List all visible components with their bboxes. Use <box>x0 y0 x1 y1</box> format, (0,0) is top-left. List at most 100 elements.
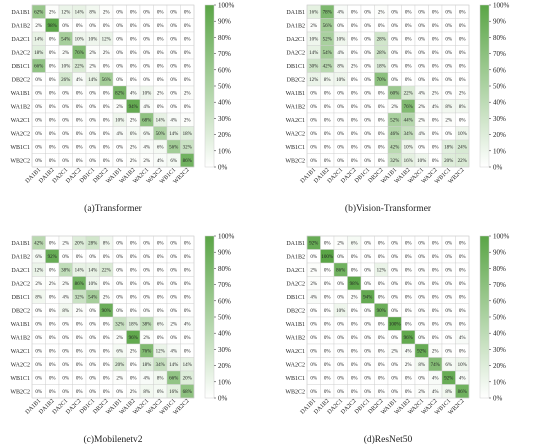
cell-value-label: 0% <box>62 91 69 96</box>
cell-value-label: 74% <box>431 363 440 368</box>
cell-value-label: 0% <box>170 336 177 341</box>
cell-value-label: 2% <box>432 91 439 96</box>
y-tick-label: DB2C2 <box>12 308 30 314</box>
cell-value-label: 0% <box>364 132 371 137</box>
cell-value-label: 2% <box>432 349 439 354</box>
colorbar <box>479 4 490 168</box>
cell-value-label: 0% <box>324 118 331 123</box>
cell-value-label: 0% <box>378 295 385 300</box>
y-tick-label: WA1B2 <box>11 335 30 341</box>
cell-value-label: 30% <box>309 64 318 69</box>
y-tick-label: DA1B2 <box>286 254 305 260</box>
cell-value-label: 0% <box>116 295 123 300</box>
cell-value-label: 0% <box>116 309 123 314</box>
cell-value-label: 2% <box>49 10 56 15</box>
cell-value-label: 0% <box>310 91 317 96</box>
cell-value-label: 0% <box>310 145 317 150</box>
cell-value-label: 0% <box>170 91 177 96</box>
cell-value-label: 0% <box>157 282 164 287</box>
cell-value-label: 26% <box>61 78 70 83</box>
cell-value-label: 10% <box>417 159 426 164</box>
cell-value-label: 6% <box>157 322 164 327</box>
colorbar-tick-label: 100% <box>218 2 235 10</box>
cell-value-label: 2% <box>49 282 56 287</box>
cell-value-label: 0% <box>130 282 137 287</box>
cell-value-label: 0% <box>103 132 110 137</box>
cell-value-label: 0% <box>337 282 344 287</box>
y-tick-label: WA1B1 <box>286 91 305 97</box>
cell-value-label: 46% <box>390 132 399 137</box>
cell-value-label: 0% <box>351 390 358 395</box>
colorbar-tick-label: 70% <box>218 50 231 58</box>
cell-value-label: 0% <box>351 24 358 29</box>
cell-value-label: 68% <box>183 390 192 395</box>
cell-value-label: 0% <box>76 322 83 327</box>
cell-value-label: 0% <box>351 349 358 354</box>
cell-value-label: 0% <box>445 37 452 42</box>
cell-value-label: 0% <box>184 336 191 341</box>
cell-value-label: 0% <box>459 309 466 314</box>
cell-value-label: 0% <box>364 145 371 150</box>
cell-value-label: 0% <box>157 105 164 110</box>
cell-value-label: 0% <box>62 105 69 110</box>
cell-value-label: 0% <box>445 282 452 287</box>
cell-value-label: 0% <box>157 309 164 314</box>
cell-value-label: 0% <box>378 255 385 260</box>
cell-value-label: 0% <box>49 295 56 300</box>
y-tick-label: WA2C2 <box>286 131 305 137</box>
cell-value-label: 0% <box>76 349 83 354</box>
cell-value-label: 0% <box>76 24 83 29</box>
cell-value-label: 0% <box>103 336 110 341</box>
cell-value-label: 8% <box>157 376 164 381</box>
cell-value-label: 0% <box>405 37 412 42</box>
cell-value-label: 0% <box>62 363 69 368</box>
cell-value-label: 0% <box>459 349 466 354</box>
cell-value-label: 0% <box>143 10 150 15</box>
cell-value-label: 56% <box>323 24 332 29</box>
cell-value-label: 44% <box>404 118 413 123</box>
cell-value-label: 0% <box>445 24 452 29</box>
cell-value-label: 0% <box>130 241 137 246</box>
cell-value-label: 6% <box>157 145 164 150</box>
cell-value-label: 0% <box>324 390 331 395</box>
cell-value-label: 0% <box>391 10 398 15</box>
colorbar-tick-label: 70% <box>218 281 231 289</box>
cell-value-label: 0% <box>324 145 331 150</box>
cell-value-label: 0% <box>157 10 164 15</box>
cell-value-label: 0% <box>130 363 137 368</box>
cell-value-label: 2% <box>459 91 466 96</box>
colorbar-tick-label: 20% <box>218 362 231 370</box>
cell-value-label: 12% <box>102 37 111 42</box>
cell-value-label: 0% <box>89 159 96 164</box>
cell-value-label: 0% <box>445 10 452 15</box>
cell-value-label: 8% <box>418 363 425 368</box>
y-tick-label: WB1C1 <box>285 145 305 151</box>
cell-value-label: 0% <box>310 132 317 137</box>
cell-value-label: 0% <box>35 145 42 150</box>
cell-value-label: 2% <box>143 159 150 164</box>
cell-value-label: 18% <box>377 64 386 69</box>
cell-value-label: 0% <box>103 105 110 110</box>
cell-value-label: 0% <box>49 159 56 164</box>
cell-value-label: 0% <box>445 268 452 273</box>
cell-value-label: 0% <box>143 64 150 69</box>
cell-value-label: 0% <box>351 322 358 327</box>
cell-value-label: 2% <box>418 390 425 395</box>
cell-value-label: 10% <box>88 282 97 287</box>
y-tick-label: WB2C2 <box>10 158 30 164</box>
cell-value-label: 2% <box>35 24 42 29</box>
cell-value-label: 0% <box>310 336 317 341</box>
cell-value-label: 0% <box>116 255 123 260</box>
cell-value-label: 0% <box>130 255 137 260</box>
cell-value-label: 2% <box>310 282 317 287</box>
cell-value-label: 2% <box>418 118 425 123</box>
cell-value-label: 0% <box>35 91 42 96</box>
colorbar <box>479 235 490 399</box>
colorbar-tick-label: 20% <box>493 131 506 139</box>
cell-value-label: 2% <box>130 118 137 123</box>
y-tick-label: DB2C2 <box>287 77 305 83</box>
cell-value-label: 0% <box>418 268 425 273</box>
cell-value-label: 0% <box>418 64 425 69</box>
cell-value-label: 0% <box>351 268 358 273</box>
colorbar-tick-label: 90% <box>493 18 506 26</box>
